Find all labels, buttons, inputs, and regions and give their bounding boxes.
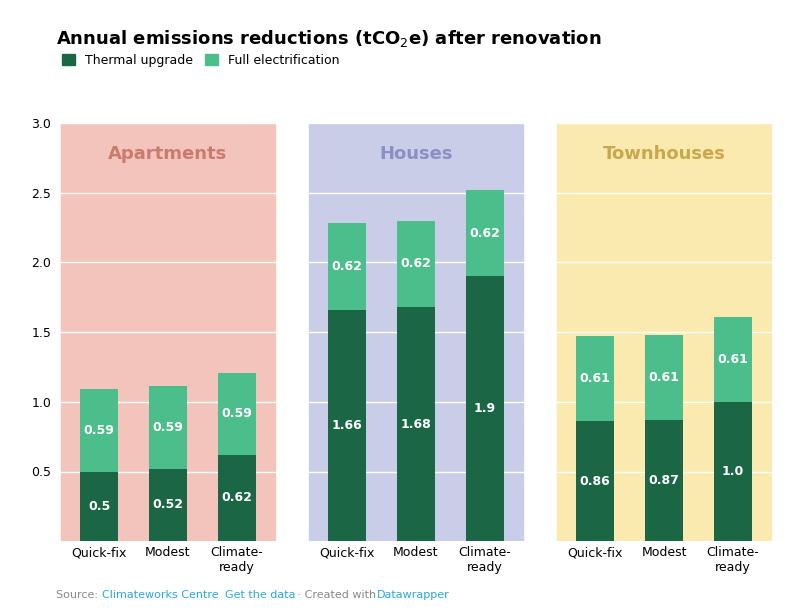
Bar	[218, 454, 256, 541]
Bar	[149, 469, 187, 541]
Bar	[80, 389, 118, 472]
Text: Annual emissions reductions (tCO$_2$e) after renovation: Annual emissions reductions (tCO$_2$e) a…	[56, 28, 602, 49]
Text: 0.61: 0.61	[649, 371, 679, 384]
Text: Source:: Source:	[56, 590, 102, 600]
Bar	[576, 336, 614, 421]
Text: 0.62: 0.62	[222, 491, 252, 504]
Text: 0.61: 0.61	[718, 353, 748, 366]
Text: 1.68: 1.68	[401, 418, 431, 430]
Bar	[466, 276, 504, 541]
Bar	[61, 123, 275, 541]
Text: 0.5: 0.5	[88, 500, 110, 513]
Text: 0.86: 0.86	[580, 475, 610, 488]
Text: Apartments: Apartments	[108, 145, 227, 163]
Bar	[328, 223, 366, 310]
Bar	[149, 386, 187, 469]
Text: 0.62: 0.62	[470, 226, 500, 240]
Text: Townhouses: Townhouses	[602, 145, 726, 163]
Text: 0.87: 0.87	[649, 474, 679, 487]
Bar	[557, 123, 771, 541]
Text: 0.59: 0.59	[222, 407, 252, 420]
Text: Climateworks Centre: Climateworks Centre	[102, 590, 219, 600]
Text: 1.66: 1.66	[332, 419, 362, 432]
Text: Datawrapper: Datawrapper	[377, 590, 450, 600]
Text: · Created with: · Created with	[294, 590, 380, 600]
Bar	[645, 420, 683, 541]
Text: 0.62: 0.62	[332, 260, 362, 273]
Bar	[328, 310, 366, 541]
Text: Houses: Houses	[379, 145, 453, 163]
Text: Get the data: Get the data	[225, 590, 295, 600]
Text: 0.59: 0.59	[84, 424, 114, 437]
Bar	[714, 402, 752, 541]
Text: 0.61: 0.61	[580, 372, 610, 386]
Bar	[645, 335, 683, 420]
Bar	[397, 307, 435, 541]
Text: 1.9: 1.9	[474, 402, 496, 415]
Bar	[218, 373, 256, 454]
Text: ·: ·	[210, 590, 221, 600]
Bar	[397, 221, 435, 307]
Text: 0.52: 0.52	[153, 498, 183, 512]
Bar	[309, 123, 523, 541]
Text: 0.59: 0.59	[153, 421, 183, 434]
Text: 1.0: 1.0	[722, 465, 744, 478]
Bar	[714, 317, 752, 402]
Bar	[80, 472, 118, 541]
Bar	[576, 421, 614, 541]
Text: 0.62: 0.62	[401, 257, 431, 271]
Legend: Thermal upgrade, Full electrification: Thermal upgrade, Full electrification	[62, 54, 339, 67]
Bar	[466, 190, 504, 276]
